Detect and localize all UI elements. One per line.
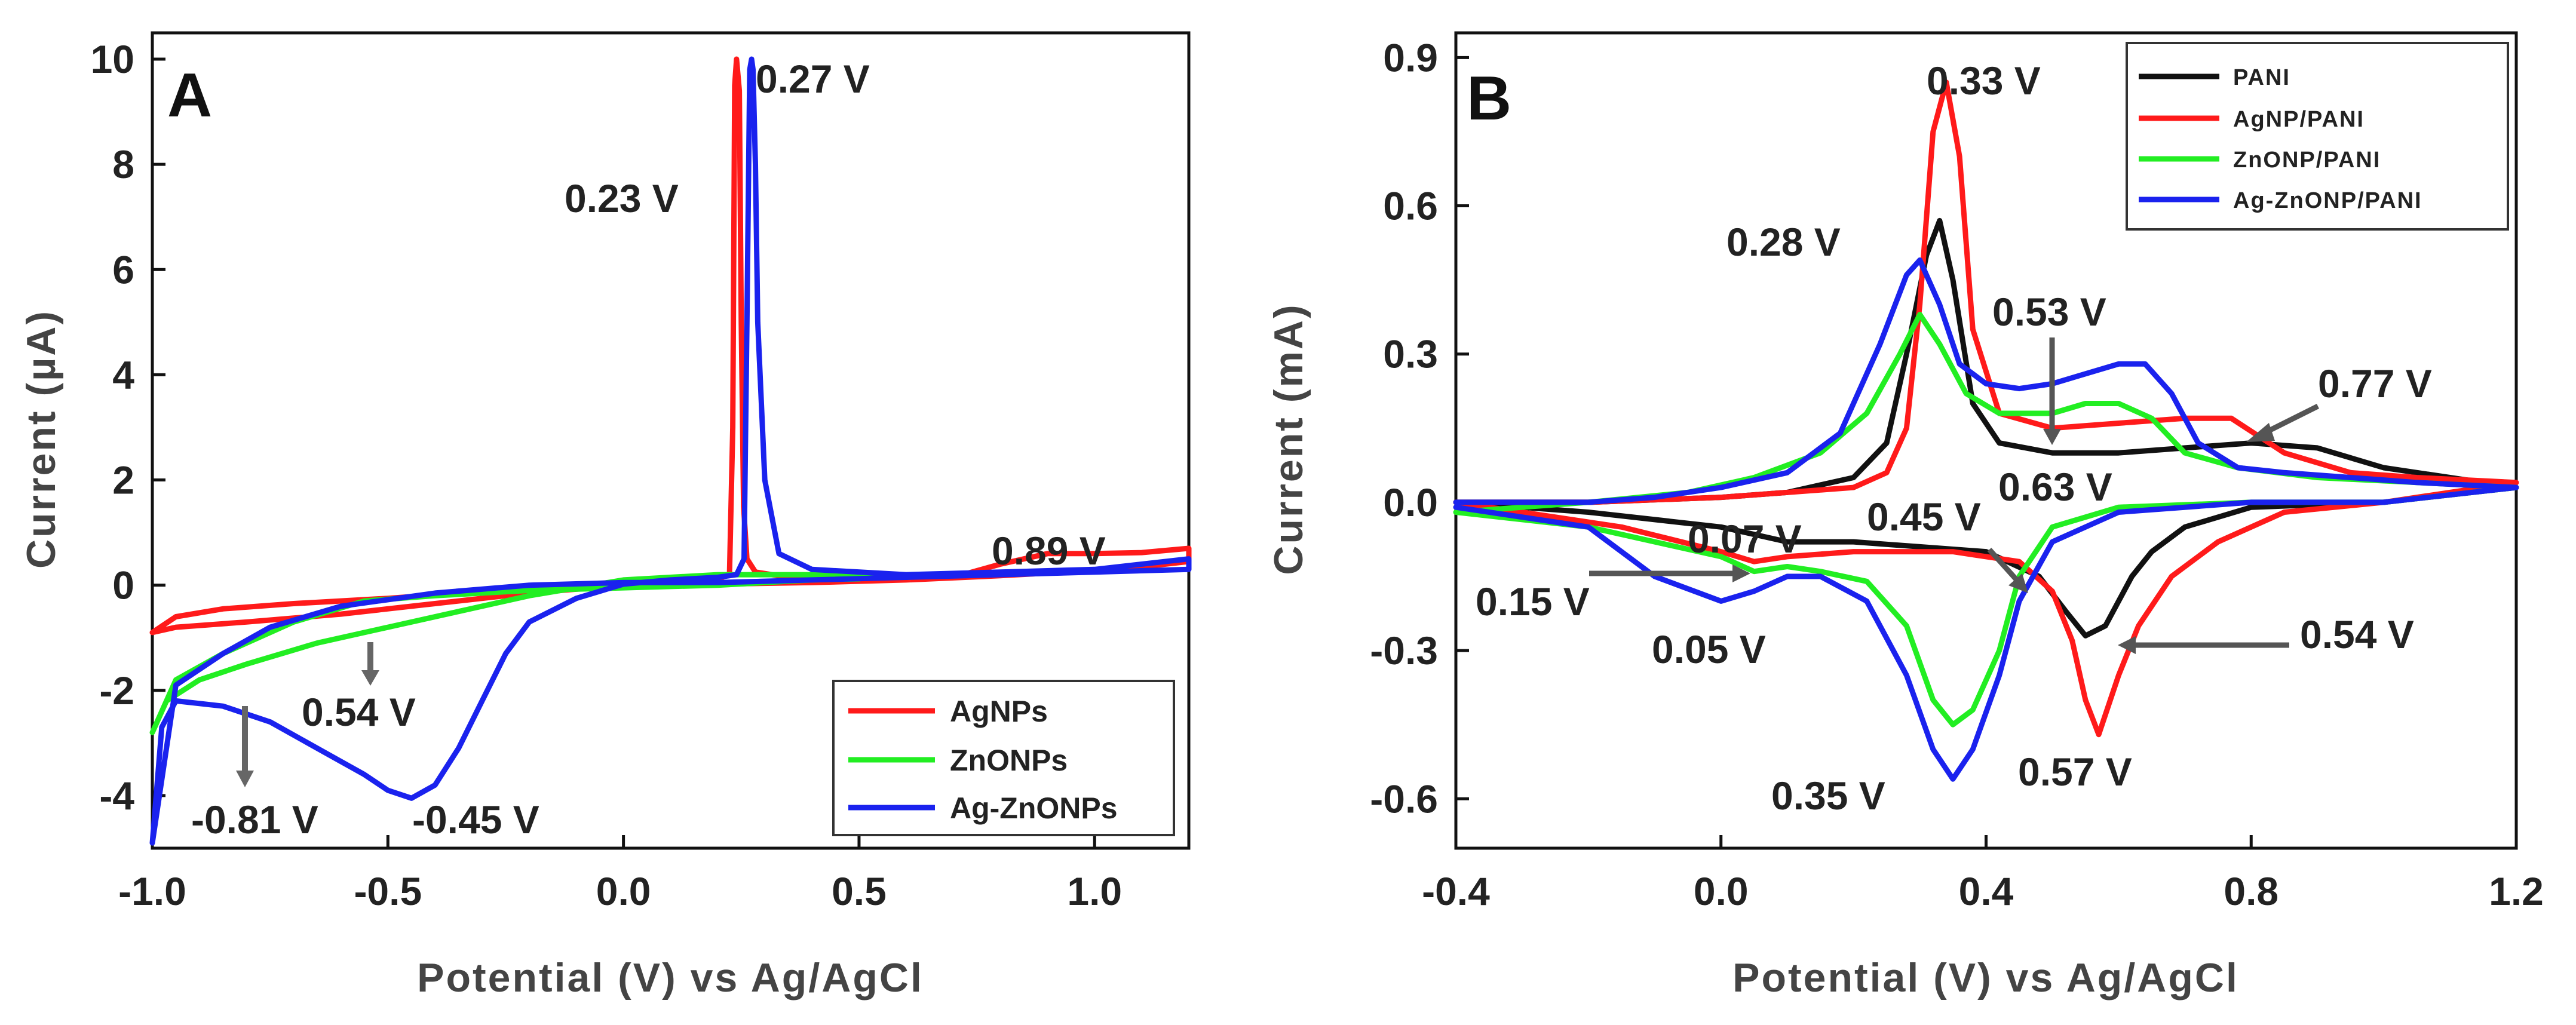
annotation-a-0-27v: 0.27 V [756,57,870,101]
arrowhead-054 [361,670,379,686]
annotation-b-0-53v: 0.53 V [1992,290,2106,334]
annotation-a-0-89v: 0.89 V [992,529,1106,573]
legend-label-ag-znonps: Ag-ZnONPs [950,791,1118,825]
arrowhead-b-0-15v [1732,564,1750,582]
panel-b-y-tick-label: 0.9 [1383,35,1438,79]
annotation-a-minus-0-45v: -0.45 V [412,797,539,842]
panel-a-y-tick-label: 8 [112,142,134,186]
panel-b-y-tick-label: 0.6 [1383,184,1438,228]
panel-a-x-tick-label: -0.5 [354,869,422,913]
panel-b-x-tick-label: 1.2 [2489,869,2544,913]
annotation-a-minus-0-81v: -0.81 V [191,797,318,842]
panel-a-annotation-arrows [236,642,379,787]
panel-a-y-tick-label: 4 [112,352,134,397]
panel-a-letter: A [167,61,212,130]
panel-b-annotation-arrows [1589,337,2320,654]
series-line-ag-znonp-pani [1453,257,2519,782]
arrowhead-081 [236,771,254,787]
panel-a-axis-ticks: -1.0 -0.5 0.0 0.5 1.0 -4 -2 0 2 4 6 8 10 [91,37,1123,913]
arrow-b-0-45v [1987,547,2019,582]
panel-b: -0.4 0.0 0.4 0.8 1.2 -0.6 -0.3 0.0 0.3 0.6 0.9 B 0… [1266,31,2544,1001]
annotation-a-0-54v: 0.54 V [302,690,416,734]
panel-a-y-tick-label: -4 [99,774,134,818]
panel-b-x-tick-label: 0.8 [2224,869,2278,913]
legend-label-ag-znonp-pani: Ag-ZnONP/PANI [2233,188,2422,213]
panel-b-x-axis-title: Potential (V) vs Ag/AgCl [1732,955,2239,1001]
annotation-b-0-28v: 0.28 V [1726,220,1841,264]
panel-a-legend: AgNPs ZnONPs Ag-ZnONPs [832,680,1175,836]
annotation-b-0-77v: 0.77 V [2318,361,2432,406]
panel-a-x-tick-label: 0.0 [596,869,651,913]
arrow-b-0-77v [2262,403,2320,436]
annotation-b-0-33v: 0.33 V [1927,59,2041,103]
panel-a-x-axis-title: Potential (V) vs Ag/AgCl [417,955,924,1001]
panel-b-legend: PANI AgNP/PANI ZnONP/PANI Ag-ZnONP/PANI [2126,42,2509,231]
annotation-a-0-23v: 0.23 V [565,176,679,220]
arrowhead-b-0-77v [2246,423,2275,442]
panel-b-y-axis-title: Current (mA) [1266,303,1311,575]
annotation-b-0-63v: 0.63 V [1998,465,2112,509]
annotation-b-0-45v: 0.45 V [1867,495,1981,539]
panel-b-y-tick-label: -0.6 [1370,777,1438,821]
panel-b-x-tick-label: 0.4 [1959,869,2014,913]
panel-a-y-tick-label: 6 [112,247,134,291]
panel-b-y-tick-label: 0.0 [1383,480,1438,524]
series-line-agnp-pani [1453,79,2519,738]
annotation-b-0-35v: 0.35 V [1771,774,1885,818]
panel-a-y-tick-label: 10 [91,37,134,81]
panel-a-x-tick-label: 0.5 [832,869,887,913]
panel-b-axis-ticks: -0.4 0.0 0.4 0.8 1.2 -0.6 -0.3 0.0 0.3 0.6 0.9 [1370,35,2544,913]
panel-a-series [149,56,1192,846]
panel-a: -1.0 -0.5 0.0 0.5 1.0 -4 -2 0 2 4 6 8 10 A 0.23 V 0.… [19,31,1192,1001]
annotation-b-0-15v: 0.15 V [1476,579,1590,624]
panel-a-y-tick-label: -2 [99,668,134,713]
panel-a-x-tick-label: -1.0 [118,869,186,913]
panel-b-series [1453,79,2519,782]
arrowhead-b-0-53v [2043,429,2061,445]
panel-a-y-tick-label: 0 [112,563,134,607]
annotation-b-0-57v: 0.57 V [2018,750,2132,794]
annotation-b-0-05v: 0.05 V [1652,627,1766,671]
panel-a-x-tick-label: 1.0 [1067,869,1122,913]
panel-b-letter: B [1467,64,1511,133]
legend-label-znonps: ZnONPs [950,744,1068,777]
legend-label-znonp-pani: ZnONP/PANI [2233,148,2381,173]
panel-b-y-tick-label: 0.3 [1383,332,1438,376]
annotation-b-0-54v: 0.54 V [2300,612,2414,656]
annotation-b-0-07v: 0.07 V [1688,517,1802,561]
panel-b-x-tick-label: 0.0 [1694,869,1749,913]
legend-label-pani: PANI [2233,65,2290,90]
arrowhead-b-0-54v [2118,636,2136,654]
panel-b-y-tick-label: -0.3 [1370,628,1438,673]
legend-label-agnp-pani: AgNP/PANI [2233,107,2365,132]
arrowhead-b-0-45v [2008,573,2028,593]
panel-b-x-tick-label: -0.4 [1422,869,1490,913]
legend-label-agnps: AgNPs [950,695,1048,728]
panel-a-y-tick-label: 2 [112,458,134,502]
panel-a-y-axis-title: Current (µA) [19,309,64,569]
series-line-ag-znonps [149,56,1192,846]
